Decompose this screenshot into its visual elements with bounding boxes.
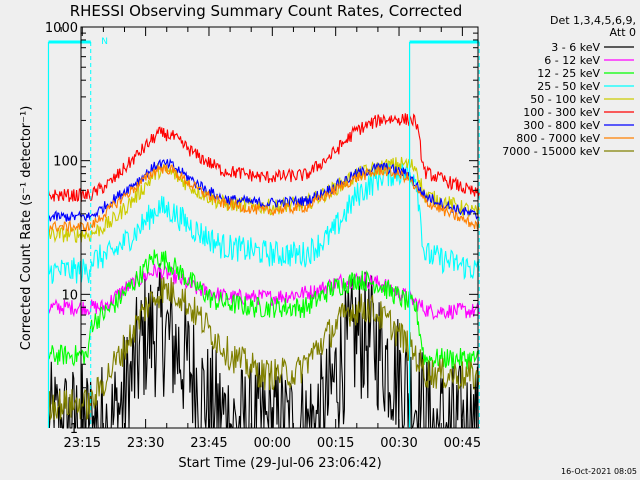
x-tick-label-3: 00:00 <box>254 436 291 451</box>
legend-label-4: 50 - 100 keV <box>530 93 600 106</box>
y-tick-label-1: 10 <box>61 288 78 303</box>
legend-label-5: 100 - 300 keV <box>523 106 600 119</box>
x-tick-label-0: 23:15 <box>64 436 101 451</box>
timestamp: 16-Oct-2021 08:05 <box>561 467 637 476</box>
chart-title: RHESSI Observing Summary Count Rates, Co… <box>70 2 463 20</box>
x-tick-label-6: 00:45 <box>444 436 481 451</box>
legend-label-8: 7000 - 15000 keV <box>502 145 600 158</box>
x-tick-label-1: 23:30 <box>127 436 164 451</box>
series-line-7 <box>47 164 480 234</box>
legend-label-7: 800 - 7000 keV <box>516 132 600 145</box>
legend-label-6: 300 - 800 keV <box>523 119 600 132</box>
y-tick-label-0: 1 <box>70 422 78 437</box>
legend-header-1: Att 0 <box>610 26 636 39</box>
x-tick-label-5: 00:30 <box>380 436 417 451</box>
plot-frame <box>80 26 479 429</box>
series-line-8 <box>47 277 480 422</box>
legend-label-0: 3 - 6 keV <box>551 41 600 54</box>
legend-label-3: 25 - 50 keV <box>537 80 600 93</box>
legend-header-0: Det 1,3,4,5,6,9, <box>550 14 636 27</box>
y-tick-label-2: 100 <box>53 155 78 170</box>
series-line-4 <box>47 156 480 244</box>
y-axis-label: Corrected Count Rate (s⁻¹ detector⁻¹) <box>19 106 34 351</box>
series-line-0 <box>47 263 480 430</box>
x-tick-label-2: 23:45 <box>190 436 227 451</box>
series-layer <box>47 113 480 430</box>
series-line-2 <box>48 249 480 370</box>
legend-label-2: 12 - 25 keV <box>537 67 600 80</box>
legend-label-1: 6 - 12 keV <box>544 54 600 67</box>
x-tick-label-4: 00:15 <box>317 436 354 451</box>
series-line-5 <box>47 113 480 203</box>
x-axis-label: Start Time (29-Jul-06 23:06:42) <box>178 456 381 471</box>
flag-label: N <box>101 37 108 47</box>
